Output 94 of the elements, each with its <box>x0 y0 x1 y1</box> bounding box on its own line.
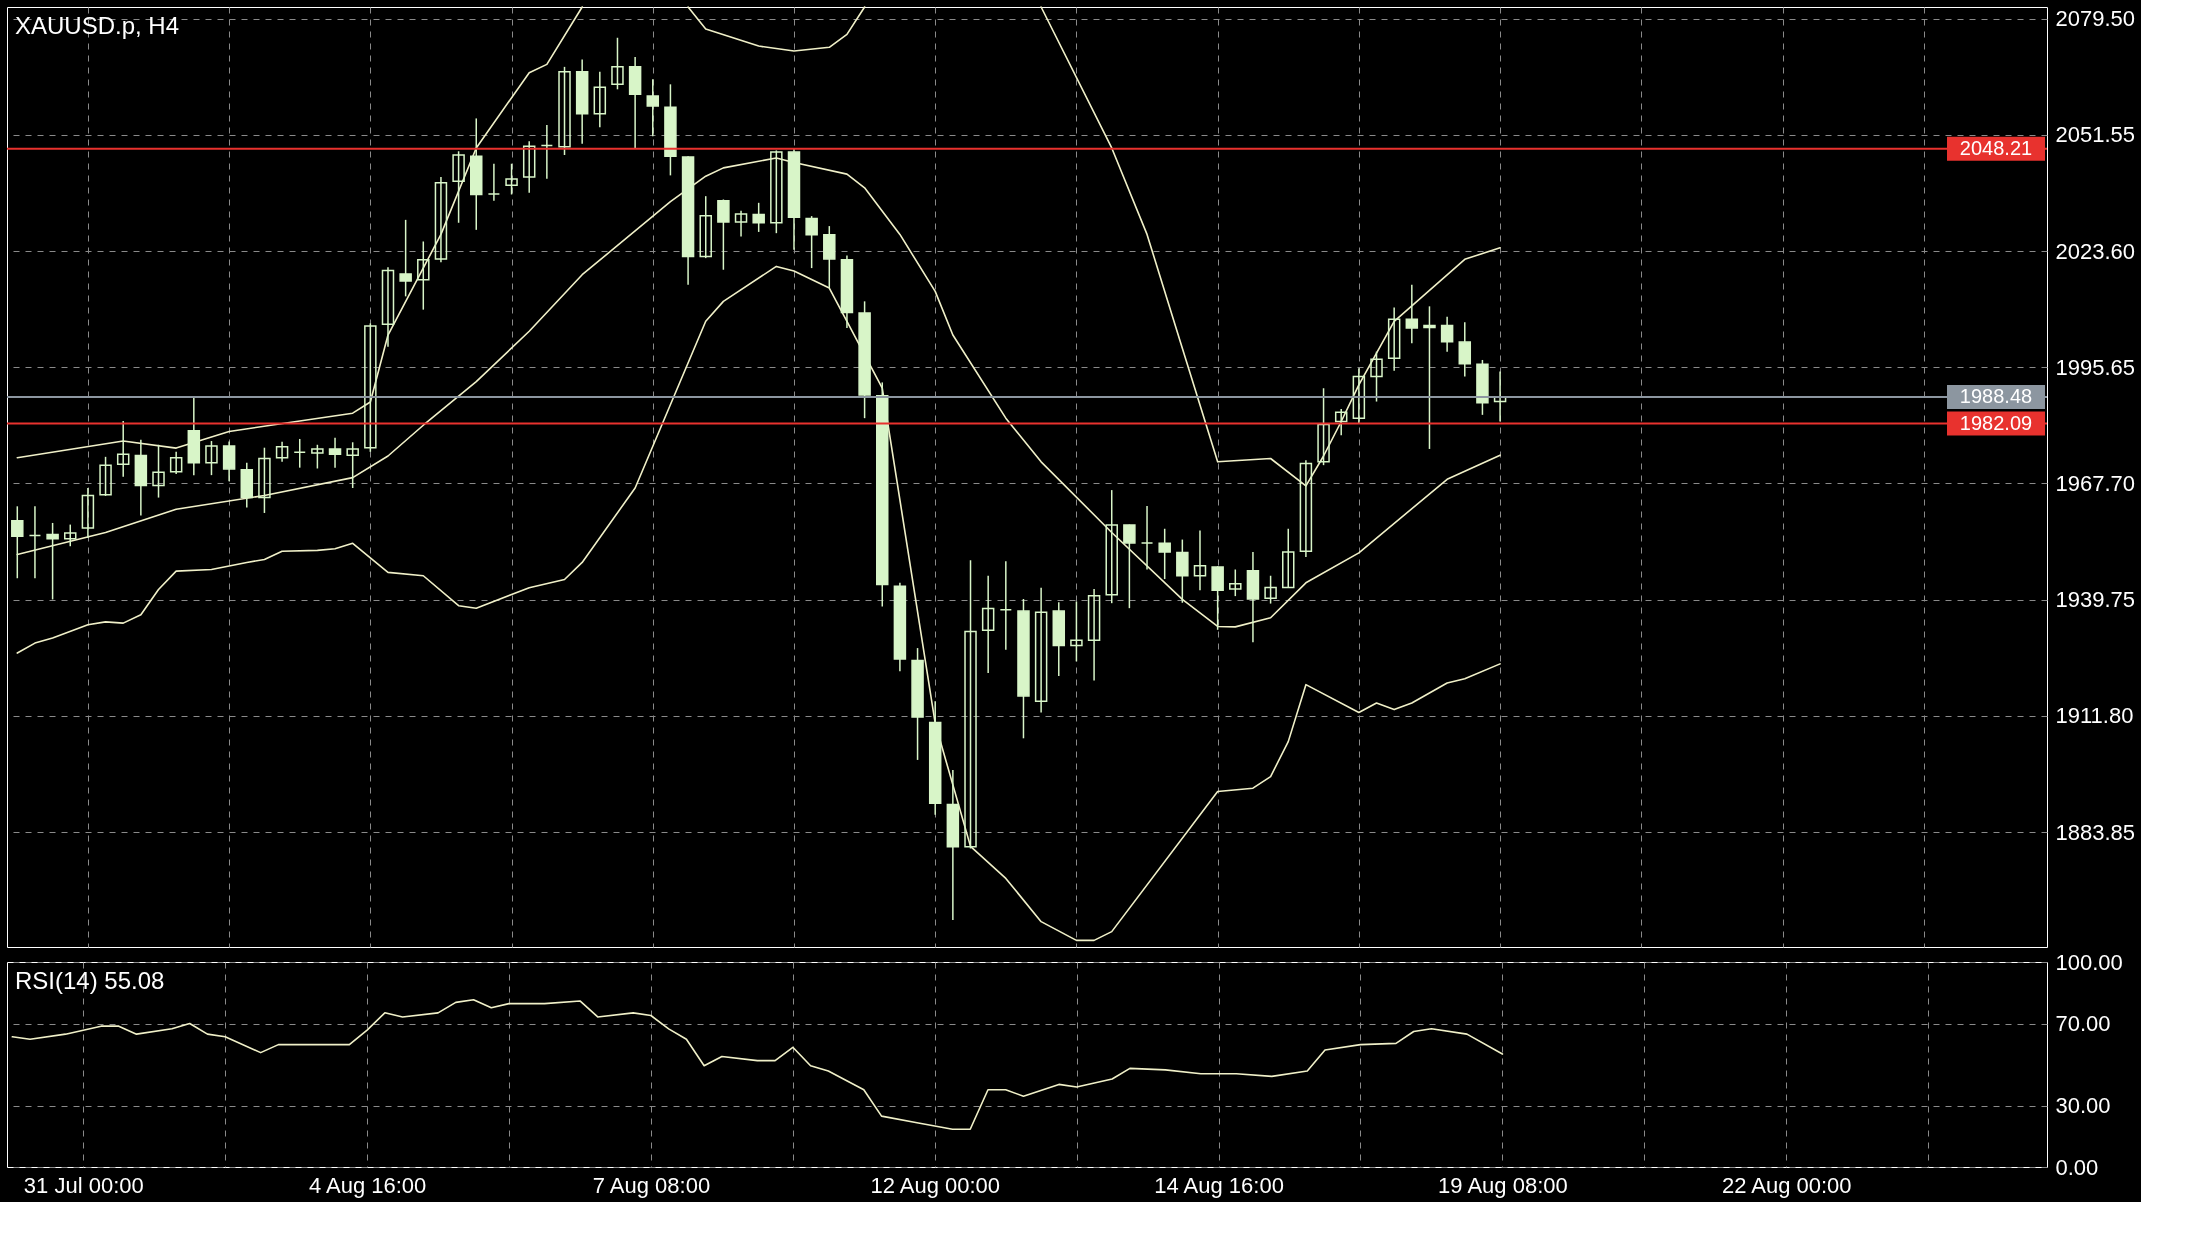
candlestick <box>1229 568 1242 597</box>
candlestick <box>275 441 289 463</box>
candlestick <box>1070 600 1083 663</box>
candlestick <box>487 162 501 202</box>
candlestick <box>1034 587 1048 714</box>
candlestick <box>1405 283 1419 345</box>
line-series <box>687 6 866 52</box>
candlestick <box>1264 574 1277 605</box>
candlestick <box>734 209 748 238</box>
x-tick-label: 14 Aug 16:00 <box>1154 1172 1284 1198</box>
candlestick <box>311 444 324 470</box>
candlestick <box>752 202 765 233</box>
ref-line-label: 1982.09 <box>1959 411 2033 434</box>
candlestick <box>1158 528 1171 580</box>
line-series <box>16 157 1501 628</box>
candlestick <box>1317 387 1330 466</box>
candlestick <box>328 436 342 469</box>
candlestick <box>46 522 59 601</box>
candlestick <box>1458 321 1472 378</box>
y-tick-label: 1911.80 <box>2055 703 2134 729</box>
candlestick <box>1352 367 1366 424</box>
candlestick <box>964 559 977 850</box>
candlestick <box>1211 565 1224 631</box>
candlestick <box>258 446 271 514</box>
candlestick <box>28 505 42 579</box>
candlestick <box>717 198 730 271</box>
chart-title: XAUUSD.p, H4 <box>15 12 180 39</box>
candlestick <box>558 66 571 156</box>
candlestick <box>1299 459 1313 558</box>
candlestick <box>699 195 712 259</box>
candlestick <box>11 505 24 579</box>
candlestick <box>1440 315 1454 353</box>
candlestick <box>505 162 518 196</box>
candlestick <box>540 124 554 180</box>
candlestick <box>116 420 130 478</box>
line-series <box>11 998 1504 1131</box>
candlestick <box>1334 408 1348 436</box>
candlestick <box>1370 350 1383 403</box>
candlestick <box>1282 528 1295 589</box>
line-series <box>16 6 583 459</box>
candlestick <box>346 441 359 489</box>
candlestick <box>293 438 306 469</box>
candlestick <box>611 37 624 91</box>
line-series <box>1040 6 1501 487</box>
y-tick-label: 2051.55 <box>2055 122 2136 148</box>
line-series <box>16 265 1501 942</box>
candlestick <box>205 440 218 476</box>
candlestick <box>770 149 783 234</box>
candlestick <box>646 78 660 138</box>
chart-title: RSI(14) 55.08 <box>15 967 165 994</box>
candlestick <box>805 215 818 269</box>
candlestick <box>417 240 430 311</box>
candlestick <box>381 266 395 348</box>
candlestick <box>1193 529 1207 592</box>
candlestick <box>1140 505 1154 571</box>
x-tick-label: 22 Aug 00:00 <box>1721 1172 1852 1198</box>
candlestick <box>169 451 183 475</box>
candlestick <box>1123 523 1136 609</box>
candlestick <box>999 560 1013 651</box>
x-tick-label: 31 Jul 00:00 <box>23 1172 144 1198</box>
candlestick <box>1387 306 1401 372</box>
candlestick <box>399 219 412 298</box>
candlestick <box>452 150 465 224</box>
candlestick <box>1105 489 1118 604</box>
candlestick <box>64 523 77 547</box>
y-tick-label: 1883.85 <box>2055 819 2136 845</box>
candlestick <box>434 176 448 264</box>
candlestick <box>99 456 112 497</box>
y-tick-label: 2023.60 <box>2055 238 2136 264</box>
candlestick <box>593 71 607 128</box>
candlestick <box>981 574 995 674</box>
candlestick <box>152 444 165 499</box>
x-tick-label: 7 Aug 08:00 <box>592 1172 711 1198</box>
candlestick <box>1493 370 1507 423</box>
candlestick <box>364 322 377 453</box>
y-tick-label: 100.00 <box>2055 949 2123 975</box>
y-tick-label: 30.00 <box>2055 1093 2111 1118</box>
ref-line-label: 1988.48 <box>1959 385 2033 408</box>
x-tick-label: 4 Aug 16:00 <box>308 1172 427 1198</box>
y-tick-label: 1939.75 <box>2055 587 2136 613</box>
y-tick-label: 1967.70 <box>2055 470 2136 496</box>
candlestick <box>81 487 95 539</box>
x-tick-label: 12 Aug 00:00 <box>870 1172 1001 1198</box>
y-tick-label: 0.00 <box>2055 1154 2099 1180</box>
y-tick-label: 2079.50 <box>2055 6 2136 32</box>
ref-line-label: 2048.21 <box>1959 136 2033 159</box>
y-tick-label: 1995.65 <box>2055 354 2136 380</box>
candlestick <box>1087 588 1101 682</box>
candlestick <box>1423 305 1436 450</box>
y-tick-label: 70.00 <box>2055 1011 2111 1036</box>
x-tick-label: 19 Aug 08:00 <box>1438 1172 1568 1198</box>
candlestick <box>1176 538 1189 604</box>
candlestick <box>522 140 536 194</box>
candlestick <box>222 440 236 483</box>
